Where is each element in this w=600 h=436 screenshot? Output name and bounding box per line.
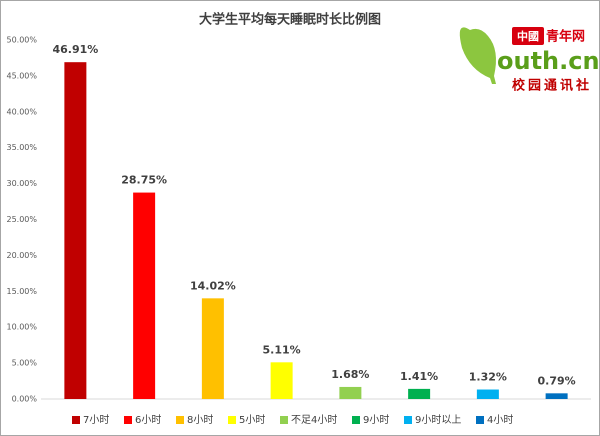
y-tick-label: 25.00% <box>6 215 37 224</box>
logo-brand: 中國 <box>517 29 539 43</box>
legend-label: 5小时 <box>239 414 265 426</box>
legend-label: 9小时以上 <box>415 414 461 426</box>
bar <box>545 393 568 399</box>
value-label: 1.32% <box>469 371 507 384</box>
bar <box>64 62 87 400</box>
value-label: 46.91% <box>52 43 98 56</box>
legend-label: 8小时 <box>187 414 213 426</box>
y-tick-label: 0.00% <box>12 395 38 404</box>
logo-sub: 校园通讯社 <box>512 78 592 94</box>
value-label: 5.11% <box>263 343 301 356</box>
value-label: 28.75% <box>121 174 167 187</box>
value-label: 14.02% <box>190 279 236 292</box>
y-tick-label: 15.00% <box>6 287 37 296</box>
y-tick-label: 20.00% <box>6 251 37 260</box>
y-tick-label: 50.00% <box>6 36 37 45</box>
logo-name: 青年网 <box>546 29 585 45</box>
logo-domain: outh.cn <box>497 47 600 75</box>
logo: 中國 青年网 outh.cn 校园通讯社 <box>459 27 600 94</box>
legend-label: 9小时 <box>363 414 389 426</box>
value-label: 0.79% <box>538 374 576 387</box>
logo-badge <box>512 27 544 45</box>
legend-swatch <box>72 416 80 424</box>
legend-label: 6小时 <box>135 414 161 426</box>
bar <box>133 192 156 399</box>
bar <box>201 298 224 399</box>
bar <box>339 386 362 399</box>
legend-swatch <box>404 416 412 424</box>
legend-swatch <box>280 416 288 424</box>
legend-swatch <box>228 416 236 424</box>
chart-title: 大学生平均每天睡眠时长比例图 <box>199 12 381 28</box>
y-tick-label: 30.00% <box>6 179 37 188</box>
legend-swatch <box>476 416 484 424</box>
legend-swatch <box>352 416 360 424</box>
bar <box>476 389 499 399</box>
legend-swatch <box>124 416 132 424</box>
legend-label: 7小时 <box>83 414 109 426</box>
y-tick-label: 40.00% <box>6 107 37 116</box>
y-tick-label: 10.00% <box>6 323 37 332</box>
value-label: 1.41% <box>400 370 438 383</box>
y-tick-label: 45.00% <box>6 71 37 80</box>
value-label: 1.68% <box>331 368 369 381</box>
bar <box>270 362 293 399</box>
y-tick-label: 35.00% <box>6 143 37 152</box>
legend-swatch <box>176 416 184 424</box>
y-tick-label: 5.00% <box>12 359 38 368</box>
bar <box>408 388 431 399</box>
logo-leaf <box>459 27 496 84</box>
legend-label: 不足4小时 <box>291 414 337 426</box>
legend-label: 4小时 <box>487 414 513 426</box>
